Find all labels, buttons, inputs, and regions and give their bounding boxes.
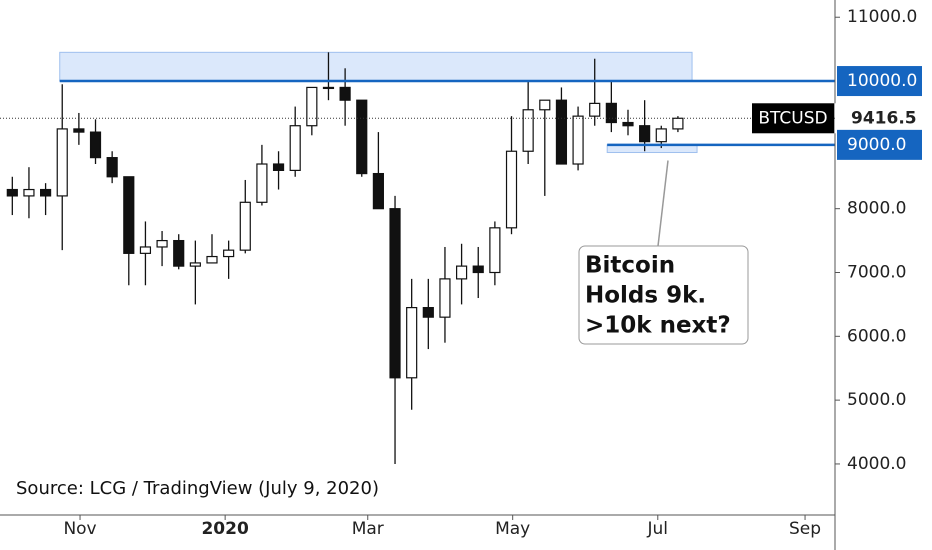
candle-body (73, 128, 85, 133)
candle-body (389, 208, 401, 379)
candle-body (156, 239, 168, 248)
source-bg (10, 474, 380, 504)
candle-body (139, 246, 152, 254)
annotation-line: Holds 9k. (585, 283, 706, 309)
candle-body (289, 125, 301, 171)
symbol-label: BTCUSD (758, 108, 827, 128)
candle-body (239, 201, 251, 251)
candle-body (206, 255, 218, 264)
candle-body (589, 102, 601, 117)
y-tick-label: 7000.0 (847, 262, 906, 282)
level-label: 9000.0 (847, 135, 906, 155)
candle-body (339, 86, 351, 101)
x-tick-label: Mar (352, 519, 384, 539)
x-tick-label: Jul (647, 519, 669, 539)
x-tick-label: Nov (63, 519, 96, 539)
level-badge (837, 66, 922, 97)
annotation-line: Bitcoin (585, 253, 675, 279)
candle-body (639, 125, 651, 143)
plot-area (0, 51, 835, 464)
last-price-label: 9416.5 (851, 108, 917, 128)
candle-body (372, 172, 384, 210)
candle-body (472, 265, 484, 274)
y-tick-label: 4000.0 (847, 454, 906, 474)
candle-body (439, 278, 451, 318)
candle-body (106, 157, 118, 178)
candle-body (489, 227, 501, 274)
candle-body (522, 109, 534, 152)
x-tick-label: May (495, 519, 530, 539)
candle-body (123, 176, 135, 254)
level-label: 10000.0 (847, 71, 917, 91)
symbol-badge (752, 103, 834, 134)
annotation-box (578, 245, 749, 345)
annotation: Bitcoin Holds 9k. >10k next? (578, 245, 749, 345)
candle-body (406, 306, 418, 379)
candle-body (56, 128, 68, 197)
y-tick-label: 11000.0 (847, 7, 917, 27)
candle-body (89, 131, 102, 159)
candle-body (622, 121, 634, 127)
candle-body (605, 102, 617, 124)
candle-body (173, 239, 185, 267)
candle-body (672, 117, 684, 130)
candle-body (572, 115, 584, 165)
candle-body (539, 99, 551, 111)
level-badge (837, 129, 922, 160)
candle-body (256, 163, 268, 203)
candle-body (306, 86, 318, 127)
candle-body (23, 188, 35, 197)
candle-body (189, 262, 201, 267)
candle-body (40, 188, 52, 197)
candle-body (655, 128, 667, 143)
candle-body (272, 163, 285, 171)
candle-body (555, 99, 568, 165)
y-tick-label: 8000.0 (847, 199, 906, 219)
candle-body (422, 306, 434, 318)
candle-body (6, 188, 18, 197)
source: Source: LCG / TradingView (July 9, 2020) (16, 478, 379, 499)
candle-body (456, 265, 468, 280)
candle-body (505, 150, 518, 229)
zone (59, 51, 693, 82)
candle-body (223, 249, 235, 258)
y-tick-label: 5000.0 (847, 390, 906, 410)
y-tick-label: 6000.0 (847, 326, 906, 346)
x-tick-label: Sep (789, 519, 821, 539)
annotation-line: >10k next? (585, 313, 731, 339)
x-tick-label: 2020 (201, 519, 248, 539)
candle-body (322, 86, 335, 90)
last-price-badge (835, 103, 920, 134)
candle-body (356, 99, 368, 175)
annotation-pointer (657, 160, 669, 247)
